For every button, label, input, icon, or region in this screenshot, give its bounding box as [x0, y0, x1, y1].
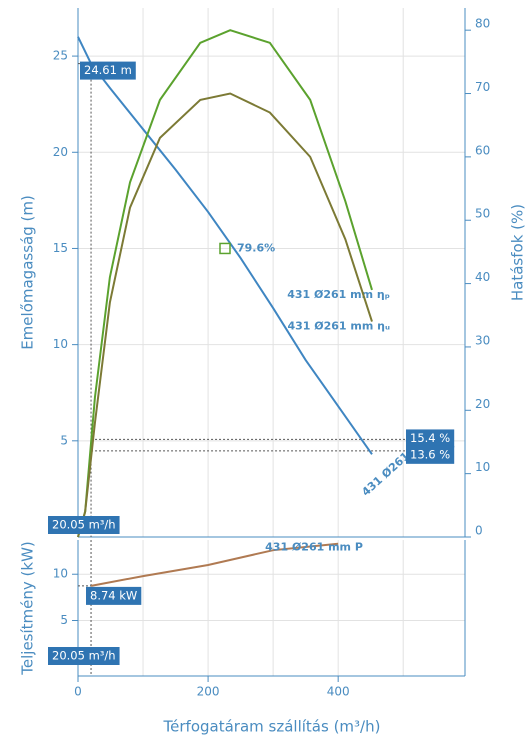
y2-tick-label: 50 [475, 207, 490, 221]
value-box [86, 586, 142, 605]
y-axis-label: Emelőmagasság (m) [19, 195, 37, 350]
series-line [77, 36, 373, 455]
y-tick-label: 5 [60, 613, 68, 627]
y-tick-label: 20 [53, 145, 68, 159]
x-axis-label: Térfogatáram szállítás (m³/h) [163, 718, 381, 736]
y-tick-label: 10 [53, 337, 68, 351]
series-line [77, 29, 373, 538]
y2-tick-label: 60 [475, 143, 490, 157]
value-box [406, 429, 455, 448]
series-label: 431 Ø261 mm P [265, 541, 363, 554]
y2-tick-label: 30 [475, 333, 490, 347]
y2-tick-label: 0 [475, 524, 483, 538]
y-axis-label: Teljesítmény (kW) [19, 541, 37, 675]
y2-tick-label: 20 [475, 397, 490, 411]
y2-tick-label: 80 [475, 17, 490, 31]
y2-tick-label: 40 [475, 270, 490, 284]
value-box [80, 61, 136, 80]
y2-axis-label: Hatásfok (%) [509, 204, 527, 301]
y-tick-label: 25 [53, 49, 68, 63]
value-box-label: 15.4 % [410, 431, 450, 445]
x-tick-label: 200 [197, 685, 220, 699]
value-box-label: 20.05 m³/h [52, 518, 116, 532]
series-line [90, 542, 339, 587]
x-tick-label: 400 [327, 685, 350, 699]
value-box-label: 20.05 m³/h [52, 649, 116, 663]
bep-marker [219, 242, 231, 255]
value-box [48, 516, 120, 534]
series-label: 431 Ø261 mm ηᵤ [287, 320, 390, 333]
y-tick-label: 15 [53, 241, 68, 255]
y-tick-label: 10 [53, 567, 68, 581]
series-line [77, 92, 373, 538]
x-tick-label: 0 [74, 685, 82, 699]
value-box [406, 445, 455, 464]
value-box [48, 647, 120, 665]
y-tick-label: 5 [60, 433, 68, 447]
series-label: 431 Ø261 mm ηₚ [287, 288, 390, 301]
y2-tick-label: 10 [475, 460, 490, 474]
y2-tick-label: 70 [475, 80, 490, 94]
value-box-label: 24.61 m [84, 63, 132, 77]
value-box-label: 13.6 % [410, 447, 450, 461]
value-box-label: 8.74 kW [90, 588, 137, 602]
bep-label: 79.6% [237, 241, 275, 254]
